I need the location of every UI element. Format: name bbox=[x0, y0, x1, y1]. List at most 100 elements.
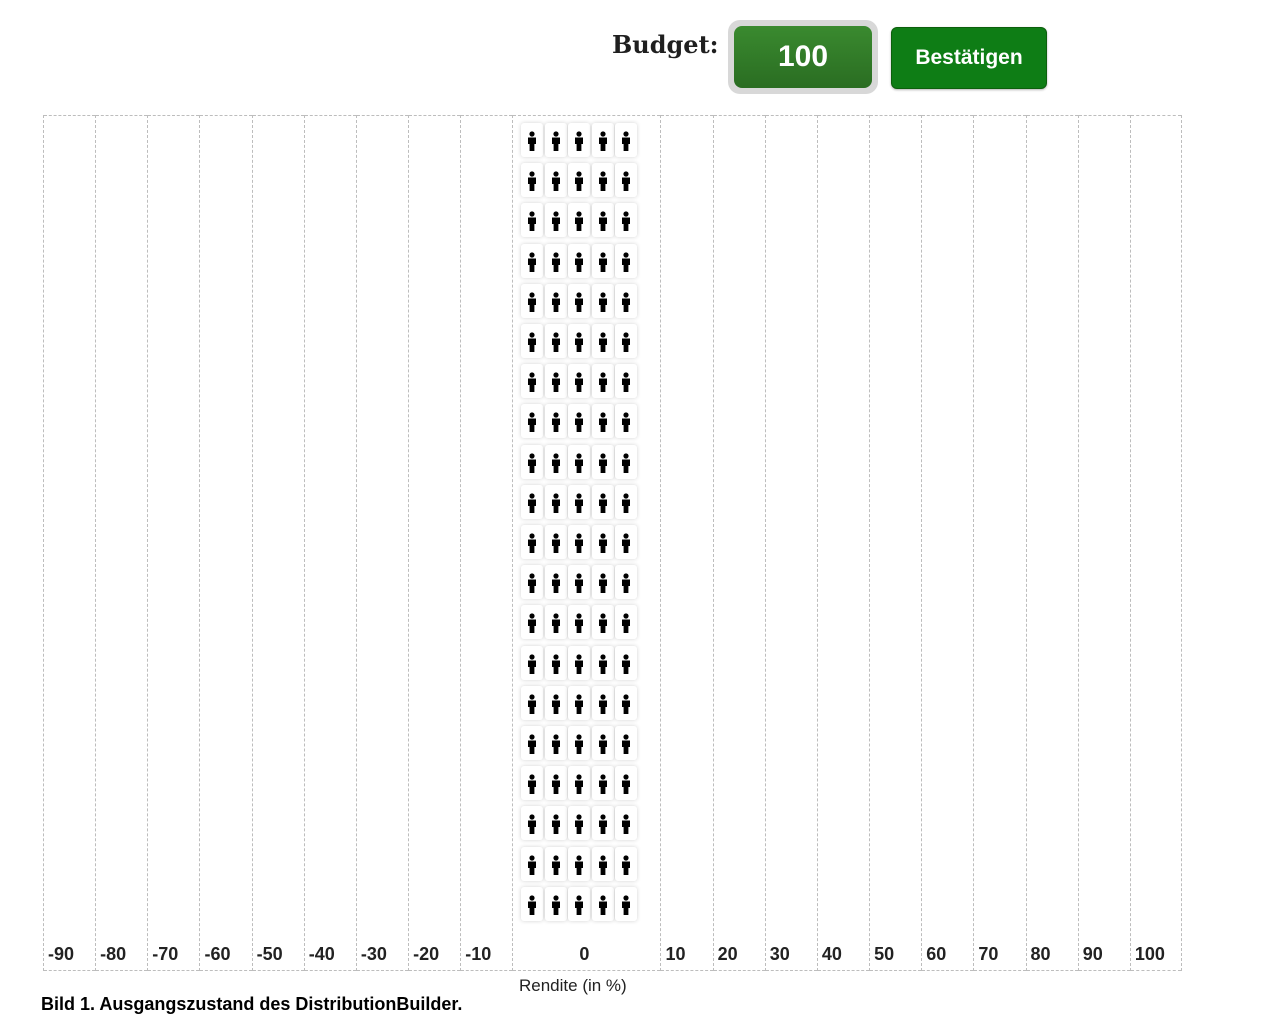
person-token[interactable] bbox=[568, 645, 591, 680]
person-token[interactable] bbox=[615, 484, 638, 519]
bucket--10[interactable]: -10 bbox=[460, 115, 513, 971]
person-token[interactable] bbox=[568, 766, 591, 801]
person-token[interactable] bbox=[521, 886, 544, 921]
person-token[interactable] bbox=[591, 565, 614, 600]
person-token[interactable] bbox=[591, 766, 614, 801]
person-token[interactable] bbox=[615, 243, 638, 278]
person-token[interactable] bbox=[615, 685, 638, 720]
person-token[interactable] bbox=[521, 605, 544, 640]
person-token[interactable] bbox=[591, 364, 614, 399]
person-token[interactable] bbox=[615, 806, 638, 841]
person-token[interactable] bbox=[521, 685, 544, 720]
person-token[interactable] bbox=[615, 404, 638, 439]
person-token[interactable] bbox=[544, 806, 567, 841]
person-token[interactable] bbox=[591, 404, 614, 439]
person-token[interactable] bbox=[591, 203, 614, 238]
person-token[interactable] bbox=[568, 123, 591, 157]
person-token[interactable] bbox=[521, 444, 544, 479]
bucket-30[interactable]: 30 bbox=[764, 115, 817, 971]
bucket-50[interactable]: 50 bbox=[869, 115, 922, 971]
person-token[interactable] bbox=[568, 324, 591, 358]
person-token[interactable] bbox=[544, 846, 567, 881]
person-token[interactable] bbox=[591, 806, 614, 841]
bucket--70[interactable]: -70 bbox=[147, 115, 200, 971]
person-token[interactable] bbox=[591, 283, 614, 318]
person-token[interactable] bbox=[615, 886, 638, 921]
bucket--20[interactable]: -20 bbox=[408, 115, 461, 971]
person-token[interactable] bbox=[521, 766, 544, 801]
person-token[interactable] bbox=[568, 243, 591, 278]
person-token[interactable] bbox=[544, 203, 567, 238]
bucket-60[interactable]: 60 bbox=[921, 115, 974, 971]
confirm-button[interactable]: Bestätigen bbox=[891, 27, 1047, 89]
person-token[interactable] bbox=[544, 886, 567, 921]
person-token[interactable] bbox=[615, 324, 638, 358]
person-token[interactable] bbox=[591, 645, 614, 680]
person-token[interactable] bbox=[544, 364, 567, 399]
bucket--60[interactable]: -60 bbox=[199, 115, 252, 971]
person-token[interactable] bbox=[521, 364, 544, 399]
person-token[interactable] bbox=[521, 484, 544, 519]
person-token[interactable] bbox=[521, 846, 544, 881]
person-token[interactable] bbox=[568, 846, 591, 881]
person-token[interactable] bbox=[591, 324, 614, 358]
person-token[interactable] bbox=[568, 203, 591, 238]
person-token[interactable] bbox=[568, 685, 591, 720]
bucket-20[interactable]: 20 bbox=[712, 115, 765, 971]
person-token[interactable] bbox=[615, 766, 638, 801]
person-token[interactable] bbox=[568, 806, 591, 841]
person-token[interactable] bbox=[521, 324, 544, 358]
person-token[interactable] bbox=[544, 605, 567, 640]
person-token[interactable] bbox=[615, 726, 638, 760]
person-token[interactable] bbox=[591, 243, 614, 278]
bucket-70[interactable]: 70 bbox=[973, 115, 1026, 971]
bucket--90[interactable]: -90 bbox=[43, 115, 96, 971]
person-token[interactable] bbox=[568, 565, 591, 600]
person-token[interactable] bbox=[568, 886, 591, 921]
person-token[interactable] bbox=[568, 364, 591, 399]
person-token[interactable] bbox=[544, 123, 567, 157]
bucket--30[interactable]: -30 bbox=[355, 115, 409, 971]
person-token[interactable] bbox=[615, 283, 638, 318]
person-token[interactable] bbox=[521, 726, 544, 760]
person-token[interactable] bbox=[521, 123, 544, 157]
person-token[interactable] bbox=[591, 525, 614, 559]
person-token[interactable] bbox=[544, 525, 567, 559]
bucket--80[interactable]: -80 bbox=[95, 115, 148, 971]
person-token[interactable] bbox=[591, 685, 614, 720]
person-token[interactable] bbox=[615, 364, 638, 399]
person-token[interactable] bbox=[544, 163, 567, 198]
person-token[interactable] bbox=[521, 404, 544, 439]
person-token[interactable] bbox=[544, 685, 567, 720]
person-token[interactable] bbox=[544, 243, 567, 278]
person-token[interactable] bbox=[615, 645, 638, 680]
person-token[interactable] bbox=[615, 123, 638, 157]
person-token[interactable] bbox=[591, 846, 614, 881]
person-token[interactable] bbox=[615, 525, 638, 559]
bucket-80[interactable]: 80 bbox=[1025, 115, 1078, 971]
bucket-90[interactable]: 90 bbox=[1077, 115, 1130, 971]
person-token[interactable] bbox=[521, 163, 544, 198]
person-token[interactable] bbox=[544, 444, 567, 479]
person-token[interactable] bbox=[521, 283, 544, 318]
person-token[interactable] bbox=[521, 565, 544, 600]
person-token[interactable] bbox=[521, 203, 544, 238]
person-token[interactable] bbox=[544, 484, 567, 519]
bucket--40[interactable]: -40 bbox=[303, 115, 356, 971]
person-token[interactable] bbox=[591, 726, 614, 760]
person-token[interactable] bbox=[591, 605, 614, 640]
person-token[interactable] bbox=[615, 846, 638, 881]
person-token[interactable] bbox=[521, 806, 544, 841]
person-token[interactable] bbox=[568, 484, 591, 519]
person-token[interactable] bbox=[568, 726, 591, 760]
person-token[interactable] bbox=[568, 605, 591, 640]
person-token[interactable] bbox=[615, 444, 638, 479]
person-token[interactable] bbox=[615, 163, 638, 198]
bucket-100[interactable]: 100 bbox=[1129, 115, 1182, 971]
person-token[interactable] bbox=[521, 645, 544, 680]
person-token[interactable] bbox=[544, 565, 567, 600]
bucket-0[interactable]: 0 bbox=[512, 115, 661, 971]
person-token[interactable] bbox=[591, 886, 614, 921]
person-token[interactable] bbox=[568, 525, 591, 559]
person-token[interactable] bbox=[568, 444, 591, 479]
